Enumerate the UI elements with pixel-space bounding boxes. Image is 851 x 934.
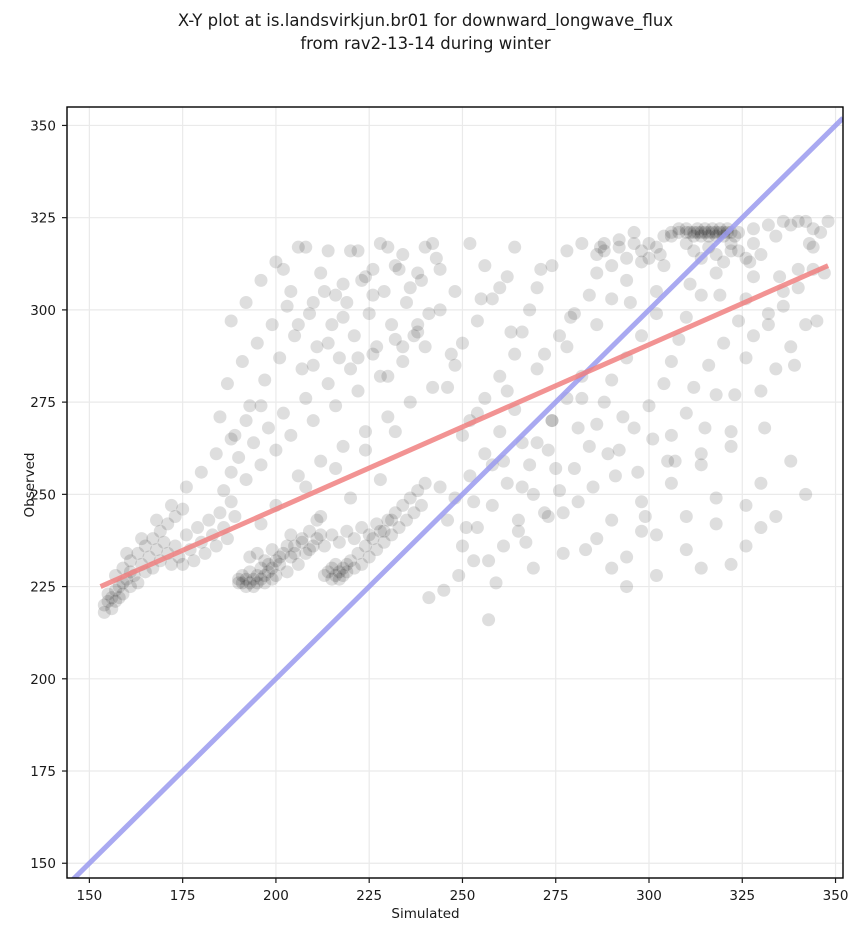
- x-tick-label: 250: [450, 888, 476, 904]
- y-tick-label: 300: [30, 303, 56, 319]
- y-tick-label: 200: [30, 672, 56, 688]
- x-tick-label: 350: [823, 888, 849, 904]
- x-tick-label: 225: [356, 888, 382, 904]
- plot-frame: [66, 106, 844, 879]
- y-tick-label: 175: [30, 764, 56, 780]
- axis-ticks: 150 175 200 225 250 275 300 325 350 150 175 200 225 2…: [30, 118, 848, 904]
- trend-lines: [70, 116, 843, 878]
- y-tick-label: 275: [30, 395, 56, 411]
- data-points: [97, 214, 835, 627]
- x-tick-label: 325: [729, 888, 755, 904]
- x-tick-label: 275: [543, 888, 569, 904]
- x-tick-label: 300: [636, 888, 662, 904]
- y-tick-label: 350: [30, 118, 56, 134]
- x-tick-label: 200: [263, 888, 289, 904]
- x-tick-label: 150: [76, 888, 102, 904]
- y-tick-label: 225: [30, 580, 56, 596]
- chart-title: X-Y plot at is.landsvirkjun.br01 for dow…: [177, 11, 674, 53]
- y-tick-label: 250: [30, 487, 56, 503]
- plot-background: [67, 107, 843, 878]
- y-tick-label: 325: [30, 211, 56, 227]
- x-axis-label: Simulated: [391, 906, 460, 922]
- x-tick-label: 175: [170, 888, 196, 904]
- y-tick-label: 150: [30, 856, 56, 872]
- grid-lines: [67, 107, 843, 878]
- y-axis-label: Observed: [22, 452, 38, 518]
